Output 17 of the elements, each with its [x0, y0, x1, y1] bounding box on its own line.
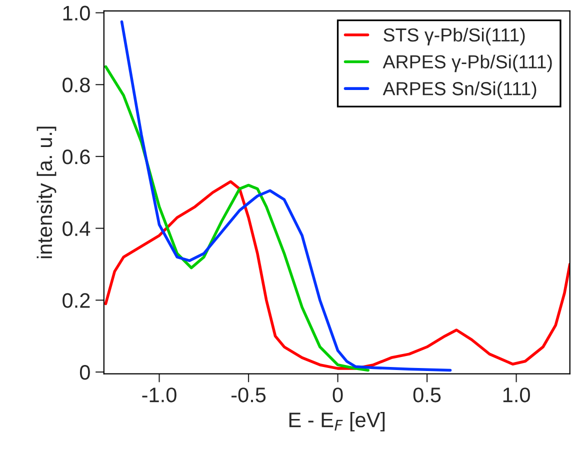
- y-tick-label: 0.8: [62, 78, 90, 92]
- legend-label: ARPES γ-Pb/Si(111): [382, 54, 552, 72]
- y-tick-label: 0.6: [62, 149, 90, 164]
- x-tick-label: 1.0: [503, 388, 530, 402]
- x-tick-label: 0.5: [413, 388, 441, 402]
- x-tick-label: -0.5: [232, 388, 266, 402]
- x-tick-label: -1.0: [142, 388, 176, 402]
- y-tick-label: 0.4: [62, 221, 90, 236]
- y-tick-label: 1.0: [63, 6, 90, 21]
- x-axis-title: E - E$_{F}$ [eV]: [289, 412, 385, 432]
- x-tick-label: 0: [332, 388, 343, 402]
- legend-label: STS γ-Pb/Si(111): [384, 28, 525, 46]
- legend-label: ARPES Sn/Si(111): [382, 82, 536, 100]
- y-tick-label: 0.2: [62, 293, 90, 308]
- y-tick-label: 0: [80, 365, 90, 380]
- y-axis-title: intensity [a. u.]: [36, 126, 56, 258]
- line-series: [104, 180, 570, 370]
